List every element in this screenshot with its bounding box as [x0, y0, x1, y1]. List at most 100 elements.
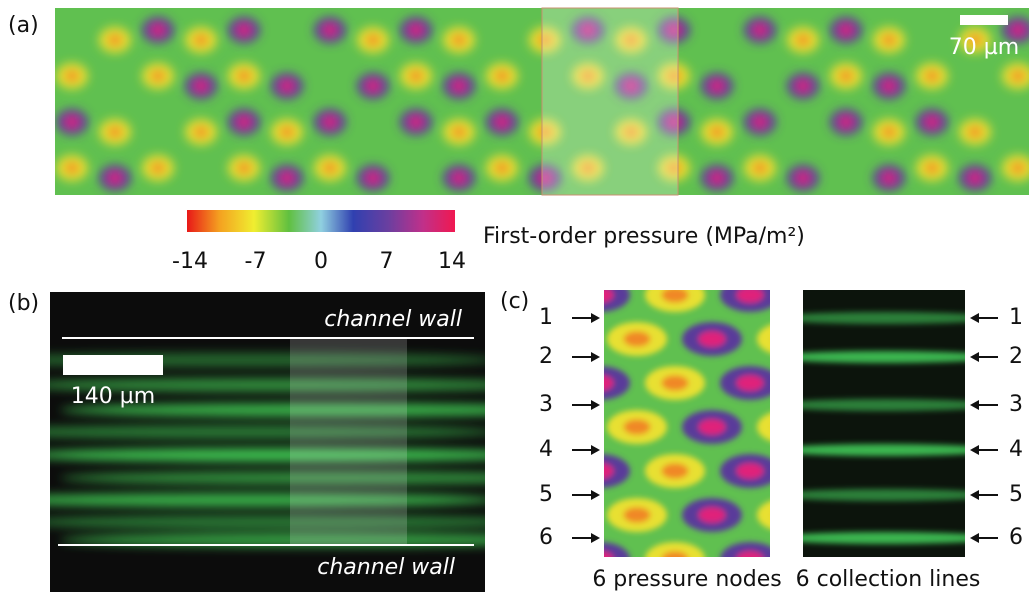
blob-core — [452, 172, 466, 184]
blob-core — [925, 162, 939, 174]
line-number: 6 — [1009, 525, 1023, 550]
blob-core — [452, 126, 466, 138]
blob-core — [699, 331, 726, 346]
blob-core — [710, 80, 724, 92]
blob-core — [774, 507, 801, 522]
blob-core — [737, 287, 764, 302]
blob-core — [323, 24, 337, 36]
blob-core — [194, 34, 208, 46]
blob-core — [151, 162, 165, 174]
arrow-head — [591, 445, 600, 455]
blob-core — [409, 24, 423, 36]
blob-core — [662, 551, 689, 566]
streak — [20, 448, 540, 462]
streak — [774, 312, 994, 324]
blob-core — [587, 287, 614, 302]
blob-core — [710, 126, 724, 138]
blob-core — [366, 34, 380, 46]
blob-core — [882, 172, 896, 184]
arrow-head — [591, 352, 600, 362]
arrow-head — [591, 400, 600, 410]
blob-core — [587, 463, 614, 478]
blob-core — [65, 116, 79, 128]
streak — [774, 351, 994, 363]
blob-core — [624, 507, 651, 522]
arrow-head — [591, 313, 600, 323]
blob-core — [796, 172, 810, 184]
blob-core — [753, 24, 767, 36]
colorbar-tick: 14 — [438, 249, 466, 274]
colorbar-tick: 7 — [380, 249, 394, 274]
blob-core — [925, 116, 939, 128]
blob-core — [753, 116, 767, 128]
blob-core — [151, 70, 165, 82]
blob-core — [737, 551, 764, 566]
streak — [0, 425, 500, 439]
node-number: 3 — [539, 392, 553, 417]
blob-core — [925, 70, 939, 82]
blob-core — [624, 419, 651, 434]
line-number: 3 — [1009, 392, 1023, 417]
blob-core — [737, 375, 764, 390]
blob-core — [194, 126, 208, 138]
blob-core — [796, 34, 810, 46]
scale-bar — [63, 355, 163, 375]
blob-core — [366, 172, 380, 184]
blob-core — [495, 162, 509, 174]
blob-core — [237, 116, 251, 128]
blob-core — [968, 126, 982, 138]
streak — [0, 493, 500, 507]
blob-core — [839, 116, 853, 128]
blob-core — [65, 162, 79, 174]
blob-core — [882, 34, 896, 46]
blob-core — [699, 507, 726, 522]
blob-core — [237, 162, 251, 174]
streak — [774, 399, 994, 411]
blob-core — [753, 162, 767, 174]
colorbar-tick: 0 — [314, 249, 328, 274]
highlight-box — [542, 8, 678, 195]
highlight-box — [290, 338, 407, 545]
blob-core — [237, 70, 251, 82]
streak — [20, 515, 540, 529]
blob-core — [452, 34, 466, 46]
blob-core — [452, 80, 466, 92]
blob-core — [1011, 70, 1025, 82]
blob-core — [839, 70, 853, 82]
blob-core — [108, 34, 122, 46]
blob-core — [774, 331, 801, 346]
streak — [774, 444, 994, 456]
blob-core — [662, 463, 689, 478]
blob-core — [194, 80, 208, 92]
caption: 6 pressure nodes — [592, 567, 781, 592]
line-number: 5 — [1009, 482, 1023, 507]
blob-core — [108, 172, 122, 184]
arrow-head — [591, 490, 600, 500]
panel-label: (c) — [500, 289, 529, 314]
colorbar-label: First-order pressure (MPa/m²) — [483, 224, 805, 249]
blob-core — [280, 80, 294, 92]
node-number: 1 — [539, 305, 553, 330]
blob — [570, 454, 630, 488]
colorbar-tick: -14 — [172, 249, 208, 274]
blob-core — [366, 80, 380, 92]
blob-core — [662, 375, 689, 390]
blob — [570, 366, 630, 400]
caption: 6 collection lines — [796, 567, 981, 592]
wall-label: channel wall — [317, 555, 455, 580]
blob-core — [662, 287, 689, 302]
figure: (a) 70 µm -14-70714 First-order pressure… — [0, 0, 1029, 596]
blob-core — [968, 172, 982, 184]
blob-core — [280, 126, 294, 138]
scale-bar — [960, 15, 1008, 25]
blob-core — [108, 126, 122, 138]
blob-core — [237, 24, 251, 36]
fluorescence-crop — [803, 290, 965, 557]
blob-core — [774, 419, 801, 434]
blob-core — [409, 116, 423, 128]
arrow-head — [591, 533, 600, 543]
blob-core — [710, 172, 724, 184]
blob-core — [587, 551, 614, 566]
scale-label: 70 µm — [949, 35, 1019, 60]
